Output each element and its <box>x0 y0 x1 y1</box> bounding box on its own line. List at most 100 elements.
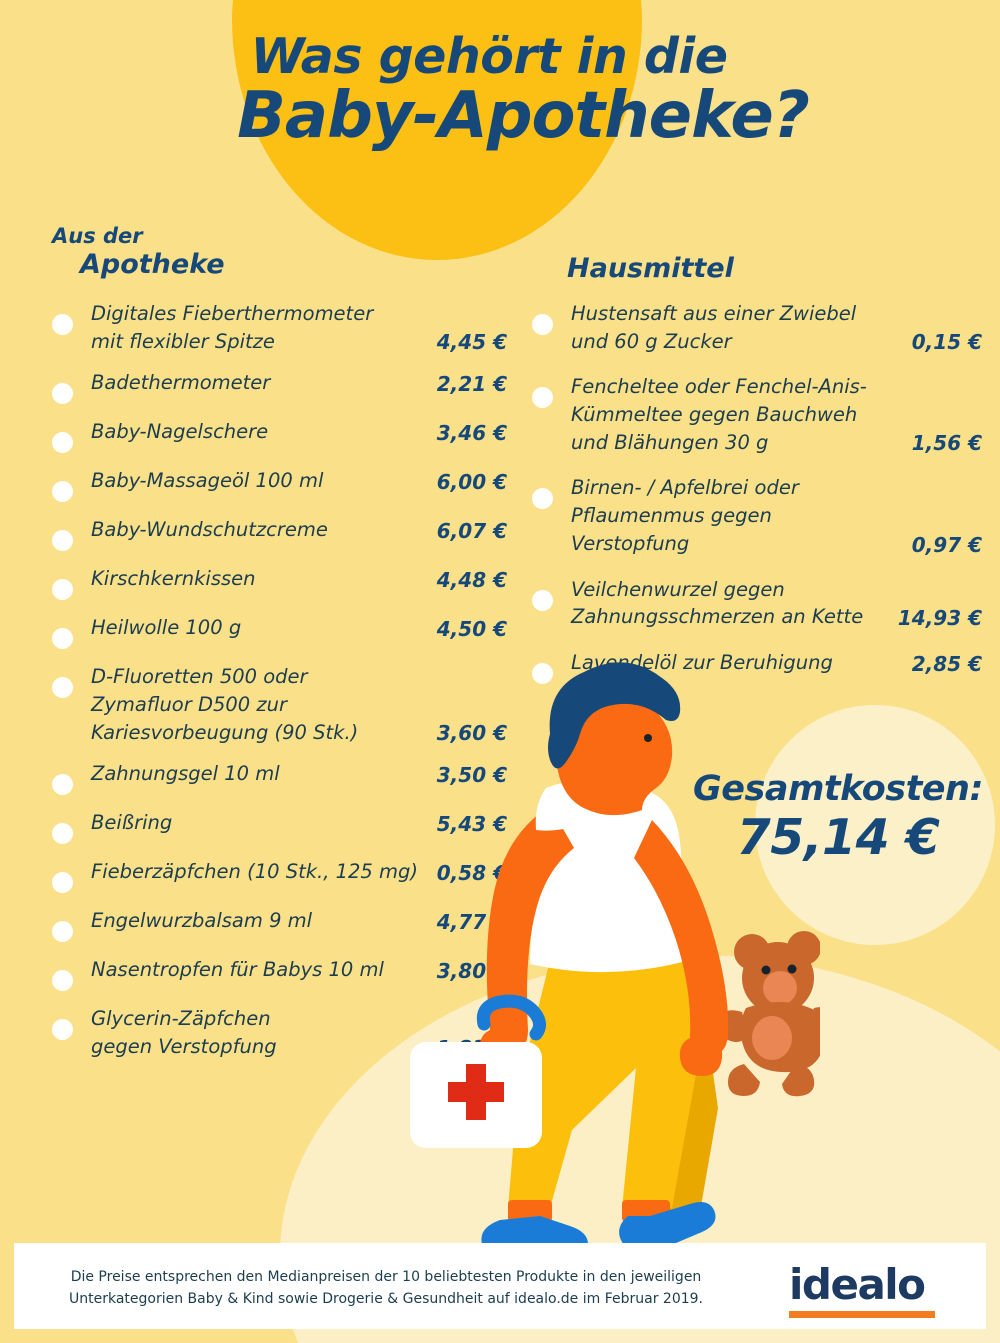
list-item: Baby-Nagelschere 3,46 € <box>52 418 507 454</box>
list-item: Hustensaft aus einer Zwiebel und 60 g Zu… <box>532 300 982 355</box>
bullet-icon <box>52 628 73 650</box>
item-price: 5,43 € <box>436 812 507 837</box>
item-label: Fieberzäpfchen (10 Stk., 125 mg) <box>91 860 419 884</box>
item-label: Baby-Wundschutzcreme <box>91 518 328 542</box>
bullet-icon <box>52 823 73 845</box>
list-item: Beißring 5,43 € <box>52 809 507 845</box>
item-label: Baby-Nagelschere <box>91 420 269 444</box>
item-price: 3,50 € <box>436 763 507 788</box>
item-price: 0,58 € <box>436 861 507 886</box>
walking-man-illustration <box>410 662 820 1250</box>
bullet-icon <box>52 921 73 943</box>
idealo-logo[interactable]: idealo <box>789 1264 949 1318</box>
item-price: 4,45 € <box>436 330 507 355</box>
item-label: Baby-Massageöl 100 ml <box>91 469 324 493</box>
footer-bar: Die Preise entsprechen den Medianpreisen… <box>14 1243 986 1329</box>
title-line-2: Baby-Apotheke? <box>237 79 810 153</box>
list-item: Fencheltee oder Fenchel-Anis- Kümmeltee … <box>532 373 982 456</box>
right-arm <box>634 820 729 1056</box>
item-label: Birnen- / Apfelbrei oder Pflaumenmus geg… <box>571 476 799 555</box>
bullet-icon <box>532 488 553 510</box>
bullet-icon <box>532 662 553 684</box>
title-line-1: Was gehört in die <box>250 28 728 85</box>
list-item: Heilwolle 100 g 4,50 € <box>52 614 507 650</box>
left-shoe <box>481 1216 588 1250</box>
item-label: Digitales Fieberthermometer mit flexible… <box>91 302 374 353</box>
item-label: Badethermometer <box>91 371 271 395</box>
bullet-icon <box>532 589 553 611</box>
list-item: Baby-Wundschutzcreme 6,07 € <box>52 516 507 552</box>
total-cost-block: Gesamtkosten: 75,14 € <box>688 770 988 867</box>
item-label: Veilchenwurzel gegen Zahnungsschmerzen a… <box>571 577 864 629</box>
item-price: 3,46 € <box>436 421 507 446</box>
bullet-icon <box>52 579 73 601</box>
teddy-eye-left <box>761 965 771 975</box>
item-price: 6,07 € <box>436 519 507 544</box>
teddy-muzzle <box>763 971 797 1005</box>
list-item: Lavendelöl zur Beruhigung 2,85 € <box>532 649 982 684</box>
item-price: 4,50 € <box>436 617 507 642</box>
bullet-icon <box>52 970 73 992</box>
item-label: Hustensaft aus einer Zwiebel und 60 g Zu… <box>571 302 857 353</box>
item-label: Beißring <box>91 811 173 835</box>
bullet-icon <box>52 1019 73 1041</box>
bullet-icon <box>52 314 73 335</box>
case-handle <box>476 994 546 1041</box>
right-shoe <box>619 1202 716 1250</box>
teddy-belly <box>752 1016 792 1060</box>
total-highlight-circle <box>755 705 995 945</box>
section-heading-apotheke: Aus der Apotheke <box>52 226 225 283</box>
list-item: Digitales Fieberthermometer mit flexible… <box>52 300 507 355</box>
item-price: 2,85 € <box>911 651 982 676</box>
item-label: Zahnungsgel 10 ml <box>91 762 280 786</box>
item-price: 0,15 € <box>911 330 982 355</box>
item-price: 14,93 € <box>897 605 982 630</box>
list-item: D-Fluoretten 500 oder Zymafluor D500 zur… <box>52 663 507 746</box>
section-heading-apotheke-big: Apotheke <box>80 249 225 280</box>
bullet-icon <box>52 677 73 699</box>
idealo-logo-text: idealo <box>789 1260 926 1309</box>
list-item: Kirschkernkissen 4,48 € <box>52 565 507 601</box>
list-item: Veilchenwurzel gegen Zahnungsschmerzen a… <box>532 576 982 631</box>
item-label: Glycerin-Zäpfchen gegen Verstopfung <box>91 1007 277 1059</box>
item-price: 6,00 € <box>436 470 507 495</box>
item-label: Kirschkernkissen <box>91 567 256 591</box>
bullet-icon <box>52 383 73 405</box>
poster-title: Was gehört in die Baby-Apotheke? <box>0 32 1000 153</box>
bullet-icon <box>532 314 553 335</box>
pants-shape <box>508 960 700 1208</box>
footer-disclaimer: Die Preise entsprechen den Medianpreisen… <box>68 1269 703 1307</box>
list-item: Engelwurzbalsam 9 ml 4,77 € <box>52 907 507 943</box>
red-cross-icon <box>448 1064 504 1120</box>
eye-dot <box>644 734 652 742</box>
item-price: 2,21 € <box>436 372 507 397</box>
item-label: D-Fluoretten 500 oder Zymafluor D500 zur… <box>91 665 359 744</box>
total-cost-value: 75,14 € <box>736 808 940 866</box>
hair-shape <box>548 662 681 769</box>
teddy-eye-right <box>787 964 797 974</box>
item-price: 0,97 € <box>911 532 982 557</box>
section-heading-apotheke-small: Aus der <box>52 224 143 248</box>
item-label: Fencheltee oder Fenchel-Anis- Kümmeltee … <box>571 375 867 454</box>
first-aid-case <box>410 994 546 1148</box>
item-label: Nasentropfen für Babys 10 ml <box>91 958 384 982</box>
bullet-icon <box>52 432 73 454</box>
list-item: Fieberzäpfchen (10 Stk., 125 mg) 0,58 € <box>52 858 507 894</box>
item-label: Engelwurzbalsam 9 ml <box>91 909 313 933</box>
section-heading-hausmittel: Hausmittel <box>567 253 734 284</box>
bullet-icon <box>52 774 73 796</box>
item-label: Heilwolle 100 g <box>91 616 242 640</box>
total-cost-label: Gesamtkosten: <box>693 769 983 809</box>
list-item: Zahnungsgel 10 ml 3,50 € <box>52 760 507 796</box>
item-price: 1,56 € <box>911 431 982 456</box>
hausmittel-list: Hustensaft aus einer Zwiebel und 60 g Zu… <box>532 300 982 698</box>
teddy-bear <box>716 931 820 1097</box>
bullet-icon <box>52 530 73 552</box>
item-price: 4,48 € <box>436 568 507 593</box>
idealo-logo-bar <box>789 1311 935 1318</box>
bullet-icon <box>532 387 553 409</box>
list-item: Badethermometer 2,21 € <box>52 369 507 405</box>
bullet-icon <box>52 481 73 503</box>
teddy-arm-right <box>806 1007 820 1037</box>
